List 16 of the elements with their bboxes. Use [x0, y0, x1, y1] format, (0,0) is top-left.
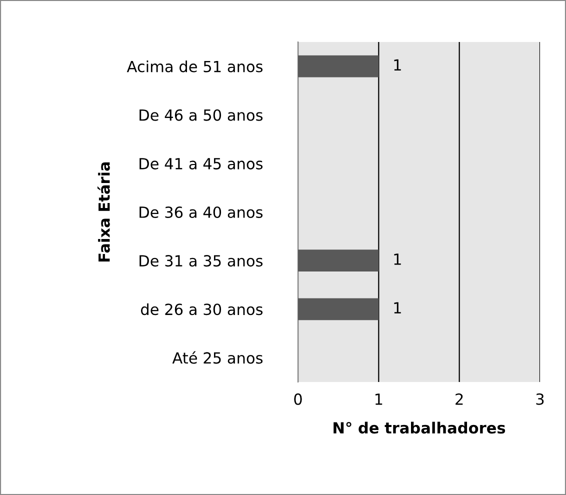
x-tick-label: 2: [456, 393, 463, 405]
y-tick-label: De 41 a 45 anos: [140, 158, 263, 170]
data-label: 1: [394, 302, 401, 314]
data-label: 1: [394, 254, 401, 265]
data-label: 1: [394, 59, 401, 70]
y-tick-label: De 46 a 50 anos: [140, 109, 263, 121]
y-axis-title: Faixa Etária: [97, 162, 110, 262]
y-tick-label: De 31 a 35 anos: [140, 255, 263, 267]
y-tick-label: De 36 a 40 anos: [140, 206, 263, 218]
y-tick-label: Até 25 anos: [172, 351, 263, 364]
x-tick-label: 3: [536, 393, 544, 405]
x-tick-label: 1: [375, 394, 382, 405]
y-tick-label: Acima de 51 anos: [126, 60, 263, 72]
x-axis-title: N° de trabalhadores: [334, 422, 506, 434]
y-tick-label: de 26 a 30 anos: [141, 303, 263, 316]
x-tick-label: 0: [294, 393, 302, 405]
